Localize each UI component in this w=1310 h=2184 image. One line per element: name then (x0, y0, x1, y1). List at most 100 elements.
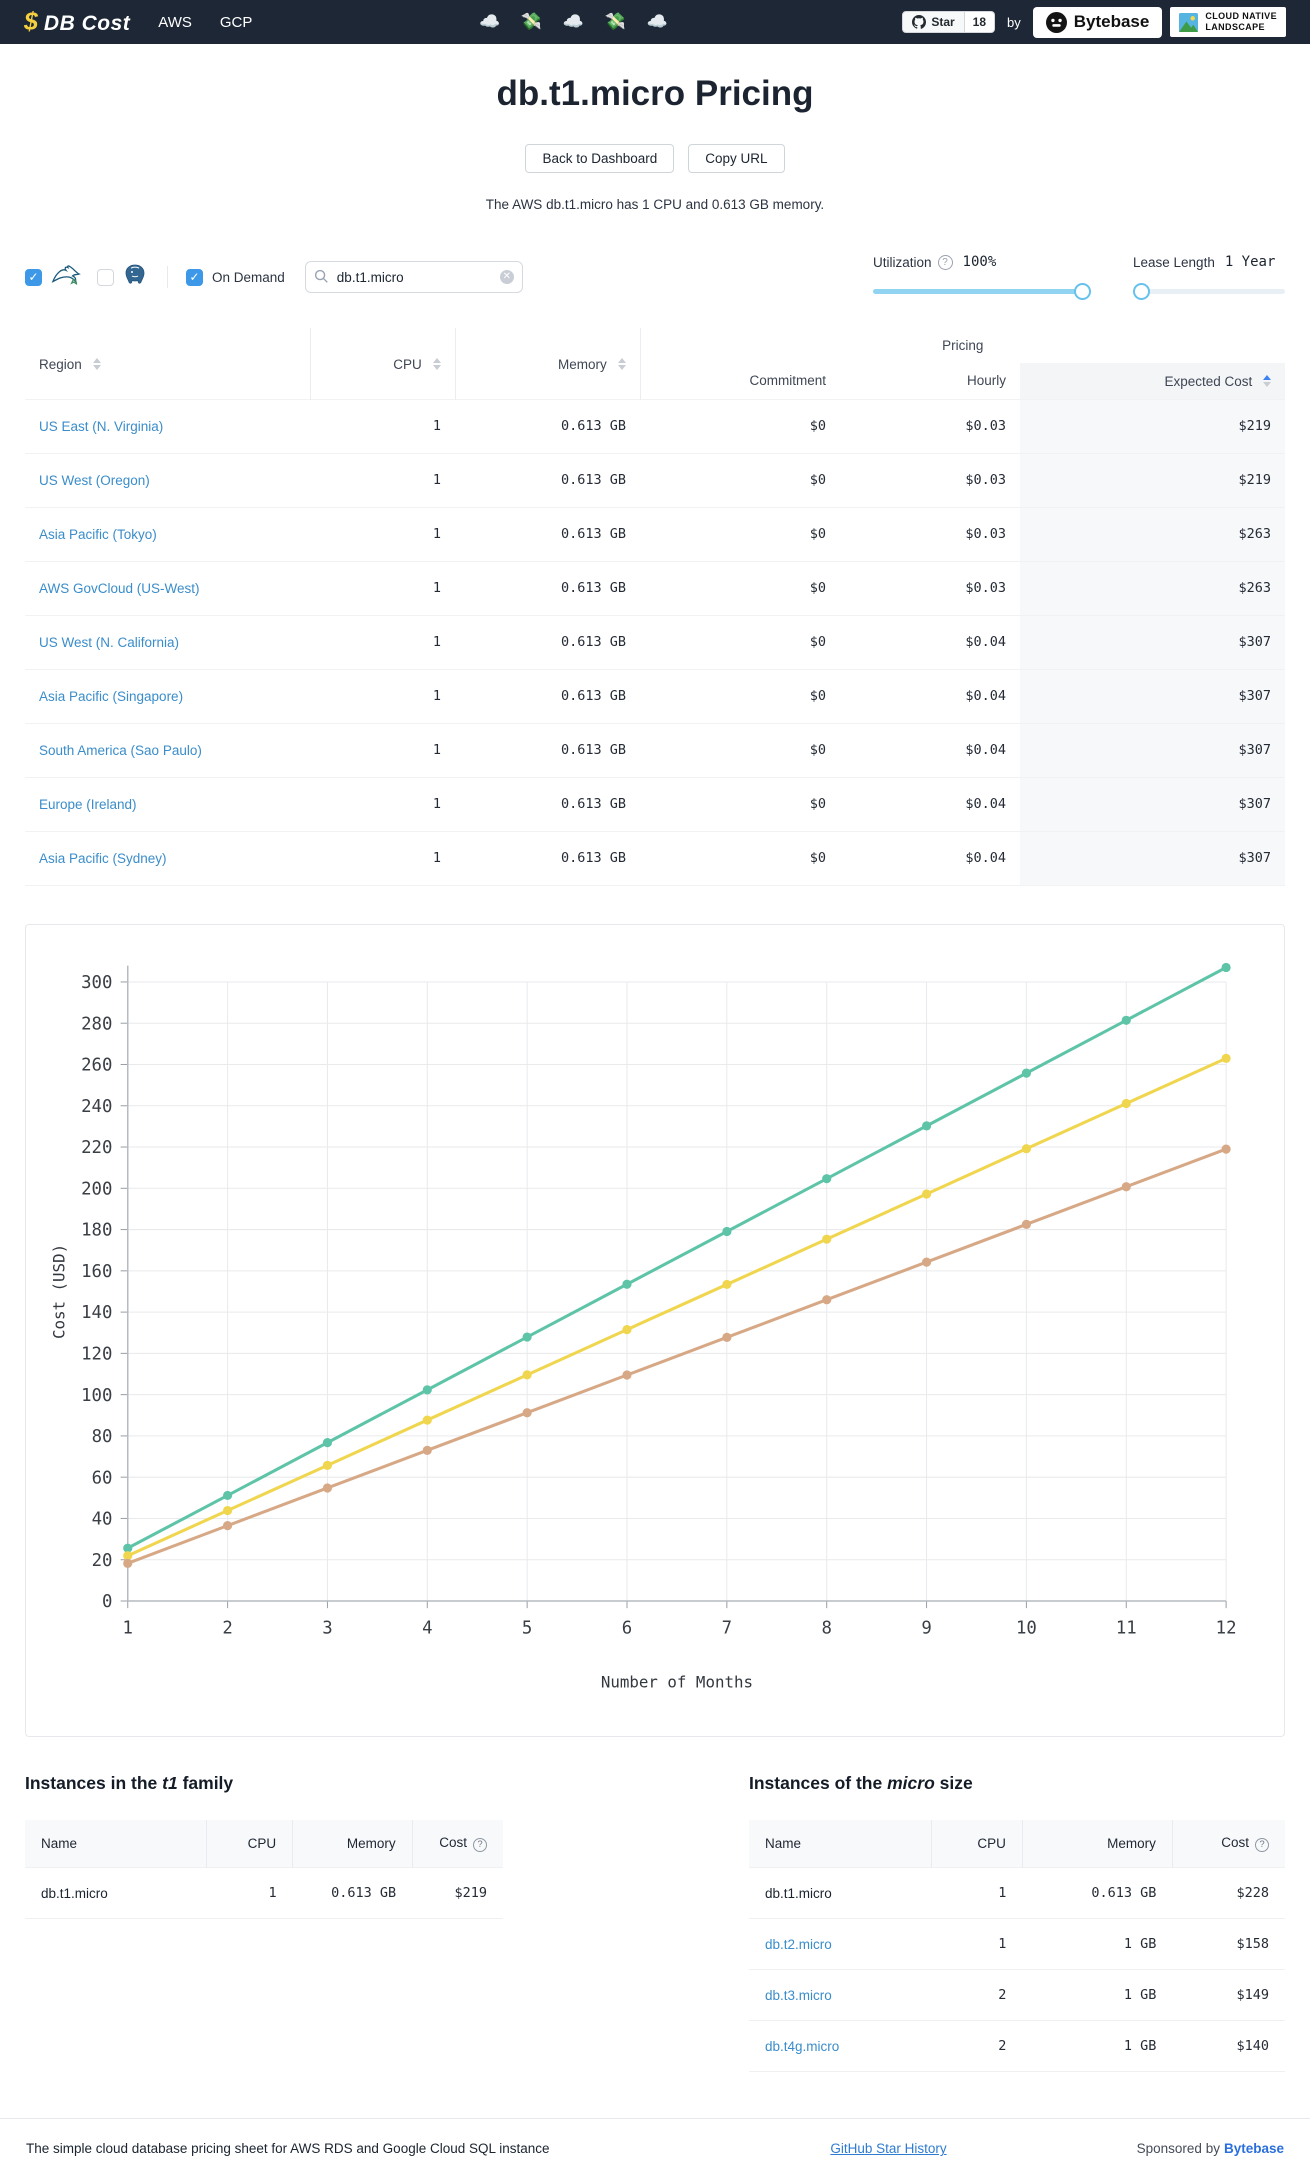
cost-help-icon[interactable]: ? (473, 1838, 487, 1853)
sponsor-bytebase-link[interactable]: Bytebase (1223, 2141, 1284, 2157)
region-link[interactable]: US West (Oregon) (39, 472, 150, 488)
sort-icon (432, 357, 441, 370)
hourly-cell: $0.04 (840, 668, 1020, 724)
column-group-pricing: Pricing (942, 338, 984, 353)
instance-link[interactable]: db.t3.micro (765, 1987, 832, 2003)
github-star-history-link[interactable]: GitHub Star History (830, 2141, 947, 2157)
region: South America (Sao Paulo) (25, 722, 310, 778)
lease-length-slider-handle[interactable] (1133, 283, 1150, 300)
expected-cost-cell: $263 (1020, 560, 1285, 616)
svg-text:Cost (USD): Cost (USD) (50, 1244, 69, 1339)
utilization-slider-handle[interactable] (1074, 283, 1091, 300)
region: US West (N. California) (25, 614, 310, 670)
column-header-memory[interactable]: Memory (455, 328, 641, 400)
bytebase-label: Bytebase (1073, 12, 1150, 31)
region-link[interactable]: US West (N. California) (39, 634, 180, 650)
sort-icon (617, 357, 626, 370)
instance-row: db.t3.micro 2 1 GB $149 (749, 1969, 1285, 2021)
pricing-row: Asia Pacific (Sydney) 1 0.613 GB $0 $0.04 $30… (25, 830, 1285, 886)
cost-line-chart: 0 20 40 60 80 100 120 140 160 180 200 220 240 260 280 3… (50, 962, 1237, 1692)
cpu-cell: 2 (931, 1969, 1023, 2021)
svg-text:120: 120 (81, 1344, 112, 1364)
cost-chart-card: 0 20 40 60 80 100 120 140 160 180 200 220 240 260 280 3… (25, 923, 1285, 1738)
on-demand-checkbox[interactable]: ✓ (186, 268, 203, 286)
header-emoji-decoration: ☁️ 💸 ☁️ 💸 ☁️ (478, 12, 676, 31)
svg-text:180: 180 (81, 1221, 112, 1241)
sort-icon-active (1263, 375, 1271, 388)
instance-link[interactable]: db.t4g.micro (765, 2038, 840, 2054)
region-link[interactable]: Europe (Ireland) (39, 796, 137, 812)
region-link[interactable]: Asia Pacific (Sydney) (39, 850, 167, 866)
landscape-icon (1179, 12, 1199, 32)
svg-text:12: 12 (1216, 1619, 1237, 1639)
memory-cell: 0.613 GB (455, 776, 640, 832)
svg-text:4: 4 (422, 1619, 432, 1639)
mysql-checkbox[interactable]: ✓ (25, 268, 42, 286)
region-link[interactable]: Asia Pacific (Tokyo) (39, 526, 157, 542)
region-link[interactable]: US East (N. Virginia) (39, 418, 164, 434)
commitment-cell: $0 (640, 668, 840, 724)
column-header-cpu[interactable]: CPU (310, 328, 456, 400)
nav-aws[interactable]: AWS (158, 13, 192, 31)
column-header-region[interactable]: Region (25, 328, 311, 400)
svg-text:240: 240 (81, 1097, 112, 1117)
family-instances-section: Instances in the t1 family Name CPU Memo… (25, 1773, 503, 2072)
expected-cost-cell: $307 (1020, 614, 1285, 670)
memory-cell: 0.613 GB (455, 506, 640, 562)
utilization-help-icon[interactable]: ? (937, 254, 953, 270)
bytebase-icon (1045, 11, 1067, 33)
dbcost-logo[interactable]: $ DB Cost (24, 8, 130, 37)
size-table-title: Instances of the micro size (749, 1773, 973, 1794)
svg-text:20: 20 (92, 1551, 113, 1571)
github-star-count[interactable]: 18 (964, 11, 996, 33)
instance-link[interactable]: db.t2.micro (765, 1936, 832, 1952)
cost-help-icon[interactable]: ? (1255, 1838, 1269, 1853)
family-col-cpu: CPU (206, 1820, 293, 1868)
clear-search-icon[interactable]: ✕ (499, 270, 514, 284)
cnl-text: CLOUD NATIVE LANDSCAPE (1205, 11, 1277, 32)
copy-url-button[interactable]: Copy URL (688, 144, 785, 173)
svg-text:100: 100 (81, 1386, 112, 1406)
nav-gcp[interactable]: GCP (219, 13, 253, 31)
pricing-row: US East (N. Virginia) 1 0.613 GB $0 $0.03 $21… (25, 398, 1285, 454)
logo-text: DB Cost (43, 11, 131, 35)
lease-length-control: Lease Length 1 Year (1133, 254, 1285, 300)
cpu-cell: 1 (310, 560, 455, 616)
cost-cell: $219 (412, 1867, 503, 1920)
column-header-hourly: Hourly (966, 373, 1006, 389)
github-star-button[interactable]: Star (902, 11, 965, 33)
instance-row: db.t1.micro 1 0.613 GB $219 (25, 1867, 503, 1920)
region-link[interactable]: South America (Sao Paulo) (39, 742, 202, 758)
postgresql-checkbox[interactable] (97, 268, 114, 286)
search-box: ✕ (304, 261, 523, 293)
lease-length-value: 1 Year (1224, 254, 1276, 270)
cpu-cell: 2 (931, 2020, 1023, 2073)
search-input[interactable] (304, 261, 523, 293)
instance-name-cell: db.t3.micro (749, 1969, 932, 2021)
cost-cell: $228 (1172, 1867, 1285, 1919)
svg-text:1: 1 (123, 1619, 133, 1639)
pricing-table: Region CPU Memory Pricing Commitment (25, 328, 1285, 886)
topbar: $ DB Cost AWS GCP ☁️ 💸 ☁️ 💸 ☁️ Star 18 b… (0, 0, 1310, 44)
back-to-dashboard-button[interactable]: Back to Dashboard (525, 144, 675, 173)
cpu-cell: 1 (310, 722, 455, 778)
region-link[interactable]: Asia Pacific (Singapore) (39, 688, 184, 704)
svg-text:140: 140 (81, 1303, 112, 1323)
memory-cell: 0.613 GB (1022, 1867, 1173, 1919)
svg-text:6: 6 (622, 1619, 632, 1639)
region-link[interactable]: AWS GovCloud (US-West) (39, 580, 200, 596)
bytebase-logo[interactable]: Bytebase (1032, 6, 1163, 38)
lease-length-label: Lease Length (1133, 254, 1215, 270)
expected-cost-cell: $219 (1020, 452, 1285, 508)
lease-length-slider[interactable] (1133, 283, 1285, 300)
column-header-expected-cost[interactable]: Expected Cost (1020, 363, 1285, 400)
instance-name-cell: db.t1.micro (749, 1867, 932, 1919)
cpu-cell: 1 (310, 614, 455, 670)
utilization-slider[interactable] (873, 283, 1091, 300)
cloud-native-landscape-logo[interactable]: CLOUD NATIVE LANDSCAPE (1170, 7, 1286, 37)
svg-text:0: 0 (102, 1592, 112, 1612)
svg-text:160: 160 (81, 1262, 112, 1282)
memory-cell: 0.613 GB (455, 614, 640, 670)
svg-text:260: 260 (81, 1056, 112, 1076)
pricing-row: AWS GovCloud (US-West) 1 0.613 GB $0 $0.03 $2… (25, 560, 1285, 616)
